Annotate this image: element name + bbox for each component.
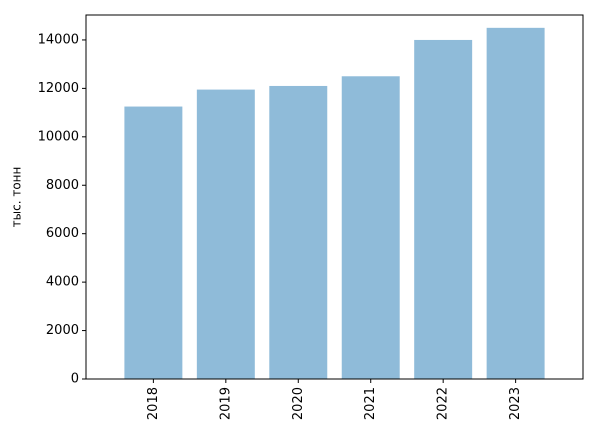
bar	[341, 76, 400, 379]
bar	[414, 39, 473, 380]
y-tick-label: 12000	[38, 81, 79, 96]
bar	[269, 85, 328, 379]
x-tick-label: 2019	[218, 387, 233, 420]
plot-frame	[85, 14, 584, 380]
y-tick-label: 2000	[46, 323, 79, 338]
y-axis-label: тыс. тонн	[10, 167, 24, 228]
x-tick-label: 2023	[508, 387, 523, 420]
y-tick-label: 0	[71, 372, 79, 387]
y-tick-label: 14000	[38, 32, 79, 47]
y-tick-label: 10000	[38, 129, 79, 144]
x-tick-label: 2021	[363, 387, 378, 420]
y-tick-label: 6000	[46, 226, 79, 241]
x-tick-label: 2022	[436, 387, 451, 420]
x-tick-label: 2020	[291, 387, 306, 420]
y-tick-label: 8000	[46, 178, 79, 193]
bar	[196, 89, 255, 379]
y-tick-label: 4000	[46, 275, 79, 290]
bar	[486, 27, 545, 379]
bar	[124, 106, 183, 379]
x-tick-label: 2018	[146, 387, 161, 420]
